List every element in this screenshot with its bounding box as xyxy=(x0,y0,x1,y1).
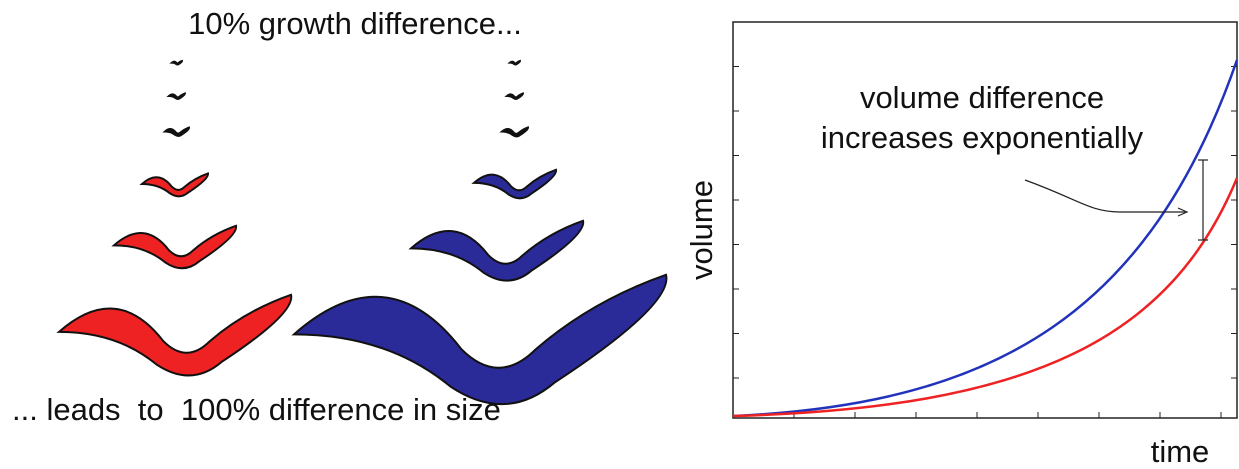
worm xyxy=(165,128,189,136)
y-axis-label: volume xyxy=(684,180,719,280)
worms xyxy=(59,61,666,404)
annotation-line: volume difference xyxy=(860,80,1104,115)
worm xyxy=(474,170,556,199)
figure: 10% growth difference... ... leads to 10… xyxy=(0,0,1239,469)
title: 10% growth difference... xyxy=(188,6,522,41)
worm xyxy=(502,127,528,136)
worm xyxy=(411,221,583,281)
worm xyxy=(172,61,182,64)
difference-marker xyxy=(1025,160,1208,240)
caption: ... leads to 100% difference in size xyxy=(12,392,501,427)
worm xyxy=(169,93,185,99)
worm xyxy=(142,173,208,196)
x-axis-label: time xyxy=(1151,434,1210,469)
red-curve xyxy=(733,178,1237,416)
annotation-line: increases exponentially xyxy=(821,120,1144,155)
worm xyxy=(294,275,666,404)
worm xyxy=(510,61,520,64)
worm xyxy=(507,93,523,99)
worm xyxy=(59,295,291,376)
worm xyxy=(114,226,236,268)
